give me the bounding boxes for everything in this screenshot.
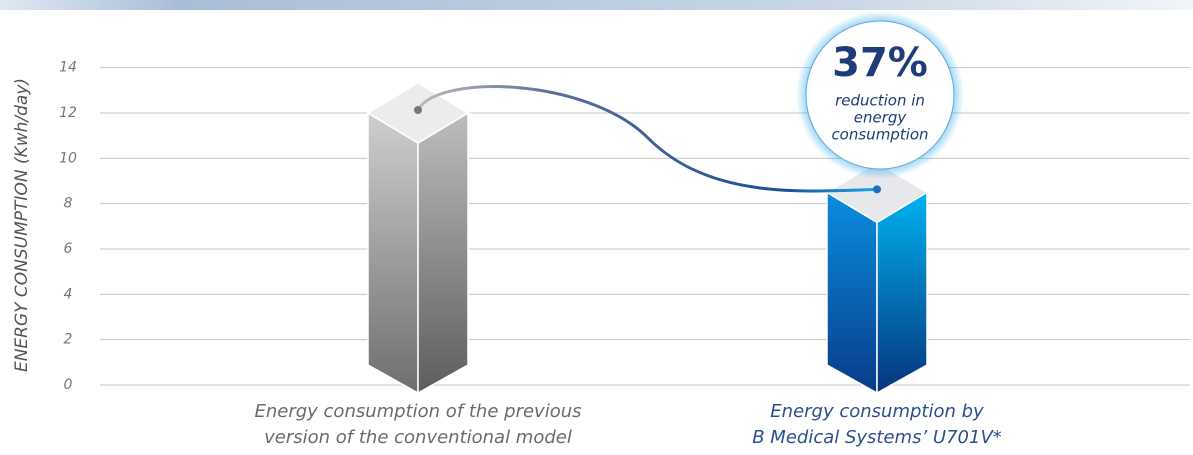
x-tick-label: Energy consumption of the previous	[254, 401, 581, 422]
x-tick-label: B Medical Systems’ U701V*	[752, 427, 1002, 448]
callout-text: consumption	[831, 126, 928, 144]
plot: 0 2 4 6 8 10 12 14 Energy consumption of the pre…	[59, 11, 1190, 448]
y-tick-label: 6	[64, 241, 73, 257]
x-tick-label: version of the conventional model	[264, 427, 572, 448]
callout-circle	[805, 20, 955, 170]
y-tick-label: 8	[64, 196, 73, 212]
y-tick-label: 12	[59, 105, 77, 121]
y-axis-label: ENERGY CONSUMPTION (Kwh/day)	[12, 78, 32, 372]
connector-dot	[873, 185, 881, 194]
bar	[825, 161, 929, 395]
y-tick-label: 0	[64, 377, 73, 393]
connector-dot	[414, 106, 422, 114]
bar	[366, 82, 470, 395]
bar-left-face	[826, 191, 878, 395]
bar-left-face	[367, 111, 419, 395]
y-tick-label: 4	[64, 286, 73, 302]
connector-curve	[416, 85, 878, 193]
callout-text: energy	[854, 109, 908, 127]
top-strip	[0, 0, 1193, 10]
x-tick-label: Energy consumption by	[770, 401, 984, 422]
y-tick-label: 2	[64, 332, 73, 348]
bar-right-face	[876, 191, 928, 395]
callout-headline: 37%	[832, 40, 928, 86]
y-tick-label: 10	[59, 150, 77, 166]
y-tick-label: 14	[59, 60, 77, 76]
bar-right-face	[417, 111, 469, 395]
callout-text: reduction in	[835, 92, 925, 110]
